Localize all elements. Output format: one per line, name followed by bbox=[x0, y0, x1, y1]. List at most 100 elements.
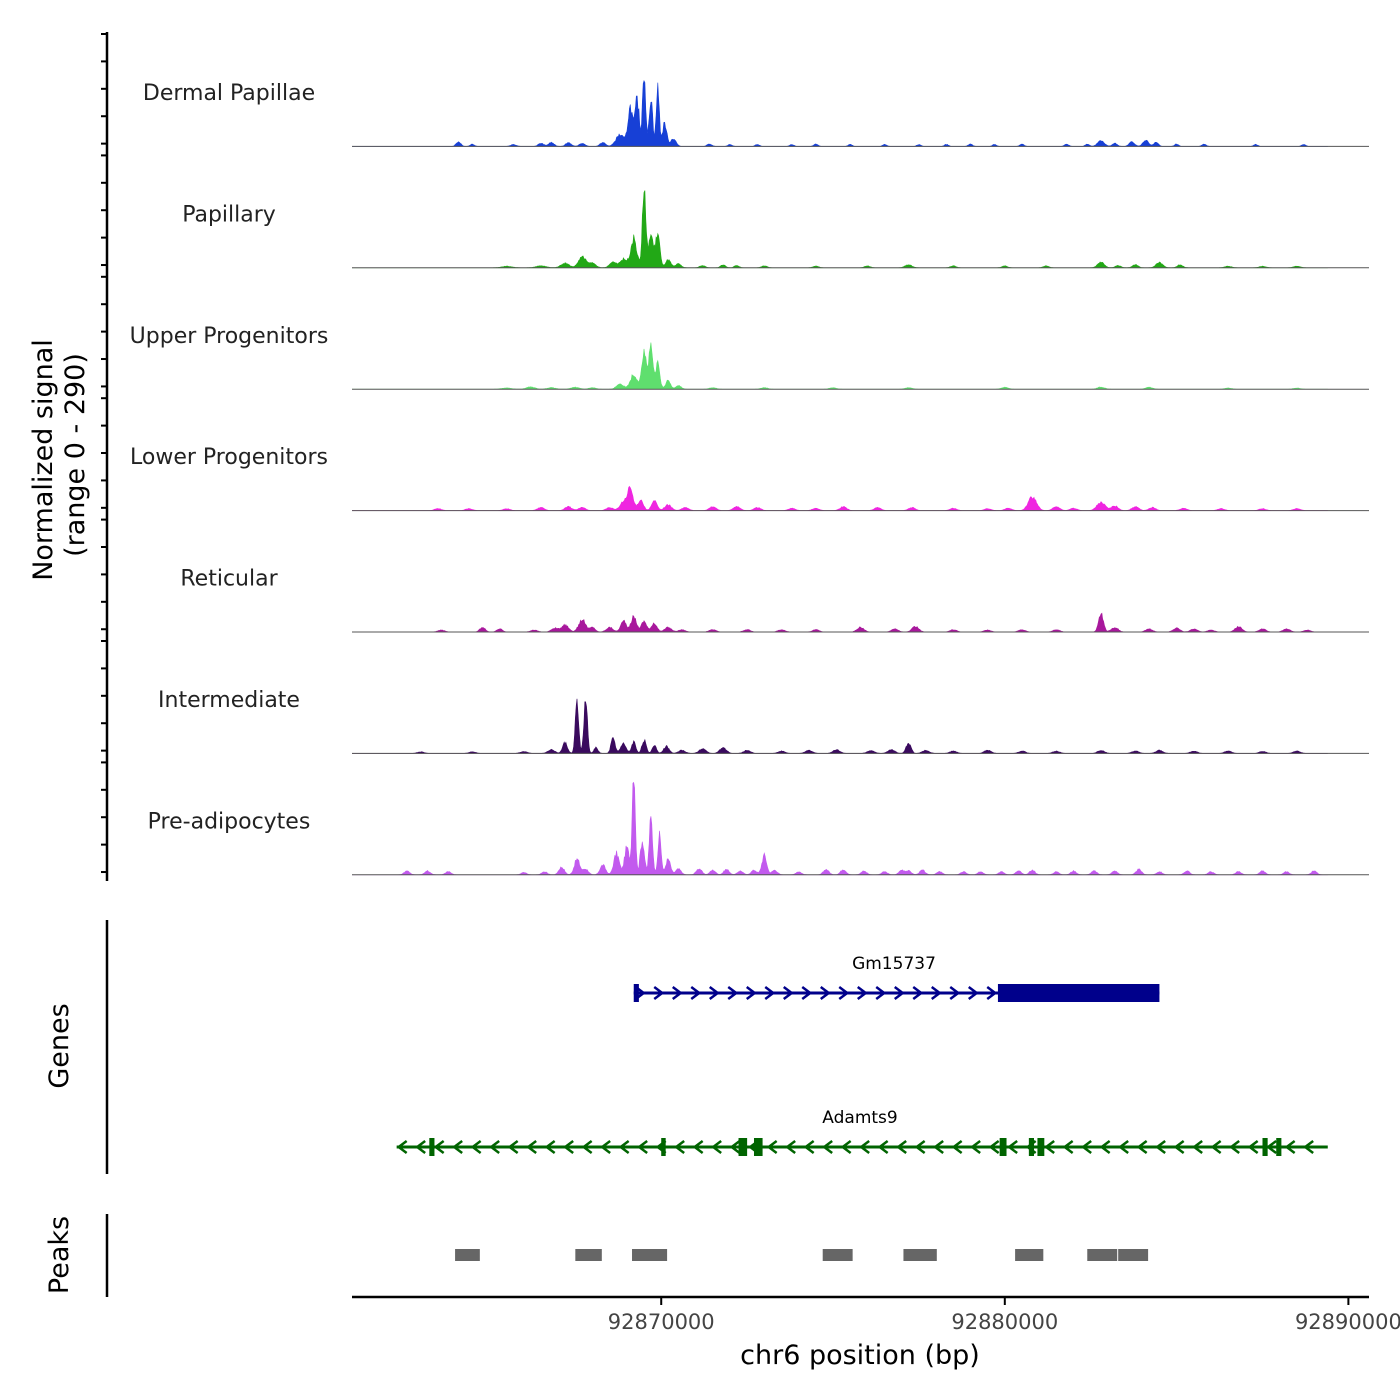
strand-arrow bbox=[1136, 1140, 1148, 1154]
track-papillary: Papillary bbox=[101, 154, 1369, 269]
gene-label: Gm15737 bbox=[852, 954, 936, 974]
strand-arrow bbox=[840, 1140, 852, 1154]
peaks-track bbox=[105, 1214, 1149, 1297]
peak-region bbox=[1087, 1249, 1118, 1261]
strand-arrow bbox=[1284, 1140, 1296, 1154]
strand-arrow bbox=[893, 986, 905, 1000]
strand-arrow bbox=[692, 1140, 704, 1154]
strand-arrow bbox=[877, 1140, 889, 1154]
strand-arrow bbox=[1118, 1140, 1129, 1154]
strand-arrow bbox=[415, 1140, 426, 1154]
peak-region bbox=[632, 1249, 668, 1261]
strand-arrow bbox=[838, 986, 850, 1000]
exon bbox=[1028, 1138, 1035, 1156]
strand-arrow bbox=[986, 986, 998, 1000]
track-label: Lower Progenitors bbox=[130, 445, 328, 470]
signal-area bbox=[352, 342, 1328, 390]
peaks-axis-title: Peaks bbox=[44, 1216, 75, 1294]
signal-axis-title-line1: Normalized signal bbox=[28, 339, 59, 581]
strand-arrow bbox=[1044, 1140, 1055, 1154]
signal-area bbox=[352, 781, 1328, 876]
strand-arrow bbox=[396, 1140, 408, 1154]
strand-arrow bbox=[433, 1140, 445, 1154]
peak-region bbox=[455, 1249, 480, 1261]
x-axis: 92870000 92880000 92890000 bbox=[352, 1295, 1400, 1334]
x-tick-label: 92880000 bbox=[951, 1310, 1058, 1334]
track-label: Intermediate bbox=[158, 688, 300, 713]
track-label: Reticular bbox=[180, 567, 278, 592]
track-lower-progenitors: Lower Progenitors bbox=[101, 397, 1369, 512]
peak-region bbox=[575, 1249, 602, 1261]
strand-arrow bbox=[914, 1140, 926, 1154]
strand-arrow bbox=[581, 1140, 593, 1154]
strand-arrow bbox=[967, 986, 979, 1000]
strand-arrow bbox=[766, 1140, 778, 1154]
strand-arrow bbox=[563, 1140, 574, 1154]
strand-arrow bbox=[856, 986, 868, 1000]
strand-arrow bbox=[600, 1140, 611, 1154]
track-upper-progenitors: Upper Progenitors bbox=[101, 275, 1369, 390]
exon bbox=[738, 1138, 748, 1156]
strand-arrow bbox=[951, 1140, 963, 1154]
track-label: Dermal Papillae bbox=[143, 81, 315, 106]
strand-arrow bbox=[785, 1140, 796, 1154]
strand-arrow bbox=[489, 1140, 500, 1154]
signal-area bbox=[352, 698, 1328, 754]
exon bbox=[633, 984, 639, 1002]
strand-arrow bbox=[1062, 1140, 1074, 1154]
strand-arrow bbox=[933, 1140, 944, 1154]
strand-arrow bbox=[819, 986, 831, 1000]
strand-arrow bbox=[470, 1140, 482, 1154]
exon bbox=[997, 984, 1160, 1002]
signal-axis-title-line2: (range 0 - 290) bbox=[60, 353, 91, 557]
exon bbox=[661, 1138, 666, 1156]
gene-adamts9: Adamts9 bbox=[396, 1108, 1328, 1156]
exon bbox=[753, 1138, 763, 1156]
strand-arrow bbox=[708, 986, 720, 1000]
strand-arrow bbox=[912, 986, 924, 1000]
signal-area bbox=[352, 485, 1328, 511]
strand-arrow bbox=[949, 986, 961, 1000]
strand-arrow bbox=[801, 986, 813, 1000]
track-label: Pre-adipocytes bbox=[148, 809, 311, 834]
strand-arrow bbox=[875, 986, 887, 1000]
strand-arrow bbox=[745, 986, 757, 1000]
track-pre-adipocytes: Pre-adipocytes bbox=[101, 761, 1369, 876]
genes-axis-title: Genes bbox=[44, 1003, 75, 1088]
genes-track: Gm15737 Adamts9 bbox=[105, 920, 1328, 1174]
strand-arrow bbox=[970, 1140, 981, 1154]
strand-arrow bbox=[729, 1140, 741, 1154]
gene-gm15737: Gm15737 bbox=[633, 954, 1160, 1002]
strand-arrow bbox=[711, 1140, 722, 1154]
strand-arrow bbox=[930, 986, 942, 1000]
exon bbox=[429, 1138, 435, 1156]
strand-arrow bbox=[1155, 1140, 1166, 1154]
strand-arrow bbox=[859, 1140, 870, 1154]
exon bbox=[1262, 1138, 1268, 1156]
peak-region bbox=[903, 1249, 937, 1261]
signal-area bbox=[352, 612, 1328, 633]
strand-arrow bbox=[1247, 1140, 1259, 1154]
strand-arrow bbox=[653, 986, 665, 1000]
strand-arrow bbox=[690, 986, 702, 1000]
strand-arrow bbox=[671, 986, 683, 1000]
x-axis-title: chr6 position (bp) bbox=[740, 1340, 980, 1371]
signal-area bbox=[352, 79, 1328, 147]
track-dermal-papillae: Dermal Papillae bbox=[101, 33, 1369, 147]
strand-arrow bbox=[1229, 1140, 1240, 1154]
strand-arrow bbox=[1081, 1140, 1092, 1154]
signal-area bbox=[352, 190, 1328, 269]
exon bbox=[1037, 1138, 1045, 1156]
track-label: Upper Progenitors bbox=[130, 324, 329, 349]
signal-tracks: Dermal Papillae Papillary Upper Progenitor… bbox=[101, 32, 1369, 881]
strand-arrow bbox=[1007, 1140, 1018, 1154]
exon bbox=[999, 1138, 1007, 1156]
peak-region bbox=[1015, 1249, 1044, 1261]
strand-arrow bbox=[822, 1140, 833, 1154]
strand-arrow bbox=[526, 1140, 537, 1154]
strand-arrow bbox=[764, 986, 776, 1000]
strand-arrow bbox=[896, 1140, 907, 1154]
track-reticular: Reticular bbox=[101, 518, 1369, 633]
strand-arrow bbox=[674, 1140, 685, 1154]
